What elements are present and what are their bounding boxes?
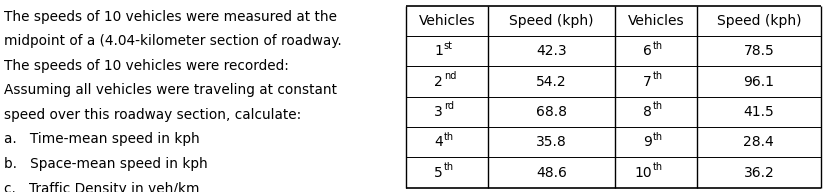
- Text: th: th: [653, 132, 662, 142]
- Text: 96.1: 96.1: [743, 75, 775, 89]
- Text: th: th: [653, 102, 662, 112]
- Text: th: th: [444, 132, 454, 142]
- Text: 1: 1: [434, 44, 443, 58]
- Text: th: th: [444, 162, 454, 172]
- Text: 35.8: 35.8: [536, 135, 567, 149]
- Text: The speeds of 10 vehicles were measured at the: The speeds of 10 vehicles were measured …: [4, 10, 337, 24]
- Text: 2: 2: [434, 75, 443, 89]
- Text: 54.2: 54.2: [536, 75, 567, 89]
- Text: Vehicles: Vehicles: [627, 14, 684, 28]
- Text: 7: 7: [643, 75, 652, 89]
- Text: Speed (kph): Speed (kph): [509, 14, 594, 28]
- Text: Assuming all vehicles were traveling at constant: Assuming all vehicles were traveling at …: [4, 83, 337, 97]
- Text: 9: 9: [643, 135, 652, 149]
- Text: th: th: [653, 162, 662, 172]
- Text: 28.4: 28.4: [743, 135, 774, 149]
- Text: 6: 6: [643, 44, 652, 58]
- Text: The speeds of 10 vehicles were recorded:: The speeds of 10 vehicles were recorded:: [4, 59, 289, 73]
- Text: c.   Traffic Density in veh/km: c. Traffic Density in veh/km: [4, 182, 200, 192]
- Text: a.   Time-mean speed in kph: a. Time-mean speed in kph: [4, 132, 200, 146]
- Text: 41.5: 41.5: [743, 105, 774, 119]
- Text: rd: rd: [444, 102, 454, 112]
- Text: th: th: [653, 71, 662, 81]
- Text: 42.3: 42.3: [536, 44, 567, 58]
- Text: 48.6: 48.6: [536, 166, 567, 180]
- Text: speed over this roadway section, calculate:: speed over this roadway section, calcula…: [4, 108, 301, 122]
- Text: 10: 10: [634, 166, 652, 180]
- Text: 5: 5: [434, 166, 443, 180]
- Text: st: st: [444, 41, 453, 51]
- Text: nd: nd: [444, 71, 456, 81]
- Text: Vehicles: Vehicles: [418, 14, 475, 28]
- Text: 68.8: 68.8: [536, 105, 567, 119]
- Text: Speed (kph): Speed (kph): [717, 14, 801, 28]
- Text: midpoint of a (4.04-kilometer section of roadway.: midpoint of a (4.04-kilometer section of…: [4, 34, 342, 48]
- Text: b.   Space-mean speed in kph: b. Space-mean speed in kph: [4, 157, 208, 171]
- Text: 8: 8: [643, 105, 652, 119]
- Text: 78.5: 78.5: [743, 44, 774, 58]
- Text: 3: 3: [434, 105, 443, 119]
- Text: th: th: [653, 41, 662, 51]
- Text: 4: 4: [434, 135, 443, 149]
- Text: 36.2: 36.2: [743, 166, 774, 180]
